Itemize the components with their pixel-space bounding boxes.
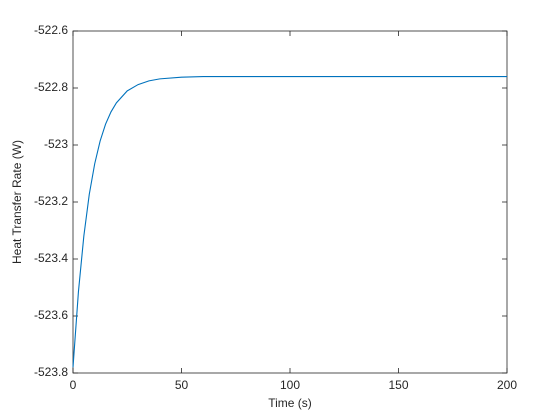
x-tick-label: 0 xyxy=(70,378,77,392)
axes-box xyxy=(72,30,508,374)
y-tick-label: -523.6 xyxy=(34,308,68,322)
y-axis-label: Heat Transfer Rate (W) xyxy=(10,140,24,264)
x-tick-label: 50 xyxy=(175,378,189,392)
x-tick-label: 100 xyxy=(280,378,300,392)
x-axis-label: Time (s) xyxy=(268,396,312,410)
y-tick-label: -523.4 xyxy=(34,251,68,265)
y-tick-label: -523 xyxy=(44,137,68,151)
x-tick-label: 150 xyxy=(388,378,408,392)
data-line xyxy=(72,76,507,368)
x-tick-label: 200 xyxy=(497,378,517,392)
y-tick-label: -523.8 xyxy=(34,365,68,379)
y-tick-label: -523.2 xyxy=(34,194,68,208)
y-tick-label: -522.6 xyxy=(34,23,68,37)
y-tick-label: -522.8 xyxy=(34,80,68,94)
